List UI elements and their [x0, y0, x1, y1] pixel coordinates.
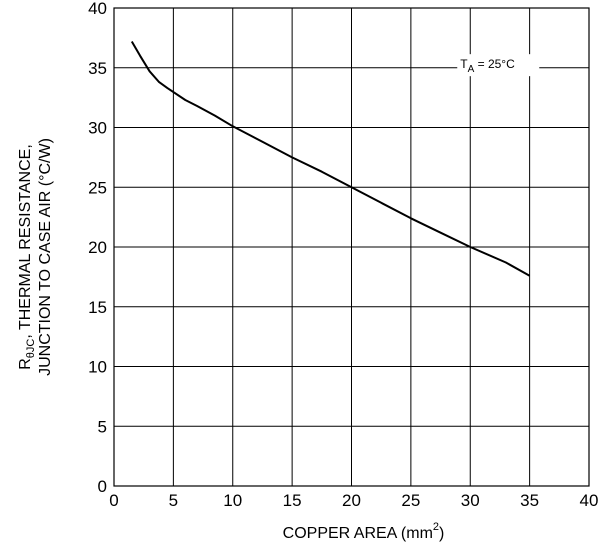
- annotation-background: [457, 54, 540, 77]
- y-axis-title-line2: JUNCTION TO CASE AIR (°C/W): [37, 138, 54, 376]
- y-tick-label: 30: [88, 119, 107, 138]
- x-axis-title-close: ): [439, 525, 444, 542]
- y-tick-label: 10: [88, 358, 107, 377]
- x-tick-labels: 0 5 10 15 20 25 30 35 40: [109, 491, 598, 510]
- y-tick-label: 25: [88, 178, 107, 197]
- x-tick-label: 25: [401, 491, 420, 510]
- x-tick-label: 5: [169, 491, 178, 510]
- annotation-text: TA = 25°C: [460, 57, 515, 75]
- y-axis-title-sub: θJC: [25, 339, 37, 359]
- annotation-sub: A: [468, 64, 475, 75]
- annotation-t: T: [460, 57, 468, 71]
- plot-frame: [113, 7, 590, 487]
- x-tick-label: 30: [461, 491, 480, 510]
- x-tick-label: 20: [342, 491, 361, 510]
- annotation-rest: = 25°C: [474, 57, 515, 71]
- ambient-temperature-annotation: TA = 25°C: [457, 54, 540, 77]
- series-group: [130, 40, 531, 277]
- x-tick-label: 10: [223, 491, 242, 510]
- y-tick-label: 15: [88, 298, 107, 317]
- y-axis-title-r: R: [17, 358, 34, 370]
- y-tick-label: 20: [88, 238, 107, 257]
- x-tick-label: 0: [109, 491, 118, 510]
- y-axis-title: RθJC, THERMAL RESISTANCE, JUNCTION TO CA…: [17, 138, 54, 376]
- y-tick-labels: 0 5 10 15 20 25 30 35 40: [88, 0, 107, 496]
- y-axis-title-line1: RθJC, THERMAL RESISTANCE,: [17, 144, 37, 370]
- y-tick-label: 5: [98, 417, 107, 436]
- x-axis-title: COPPER AREA (mm2): [283, 521, 445, 542]
- y-tick-label: 0: [98, 477, 107, 496]
- y-tick-label: 40: [88, 0, 107, 18]
- series-line: [130, 40, 531, 277]
- x-tick-label: 40: [580, 491, 599, 510]
- x-axis-title-sup: 2: [433, 521, 439, 533]
- grid-lines: [113, 7, 590, 487]
- y-axis-title-rest: , THERMAL RESISTANCE,: [17, 144, 34, 338]
- x-axis-title-main: COPPER AREA (mm: [283, 525, 433, 542]
- y-tick-label: 35: [88, 59, 107, 78]
- x-tick-label: 15: [283, 491, 302, 510]
- x-tick-label: 35: [520, 491, 539, 510]
